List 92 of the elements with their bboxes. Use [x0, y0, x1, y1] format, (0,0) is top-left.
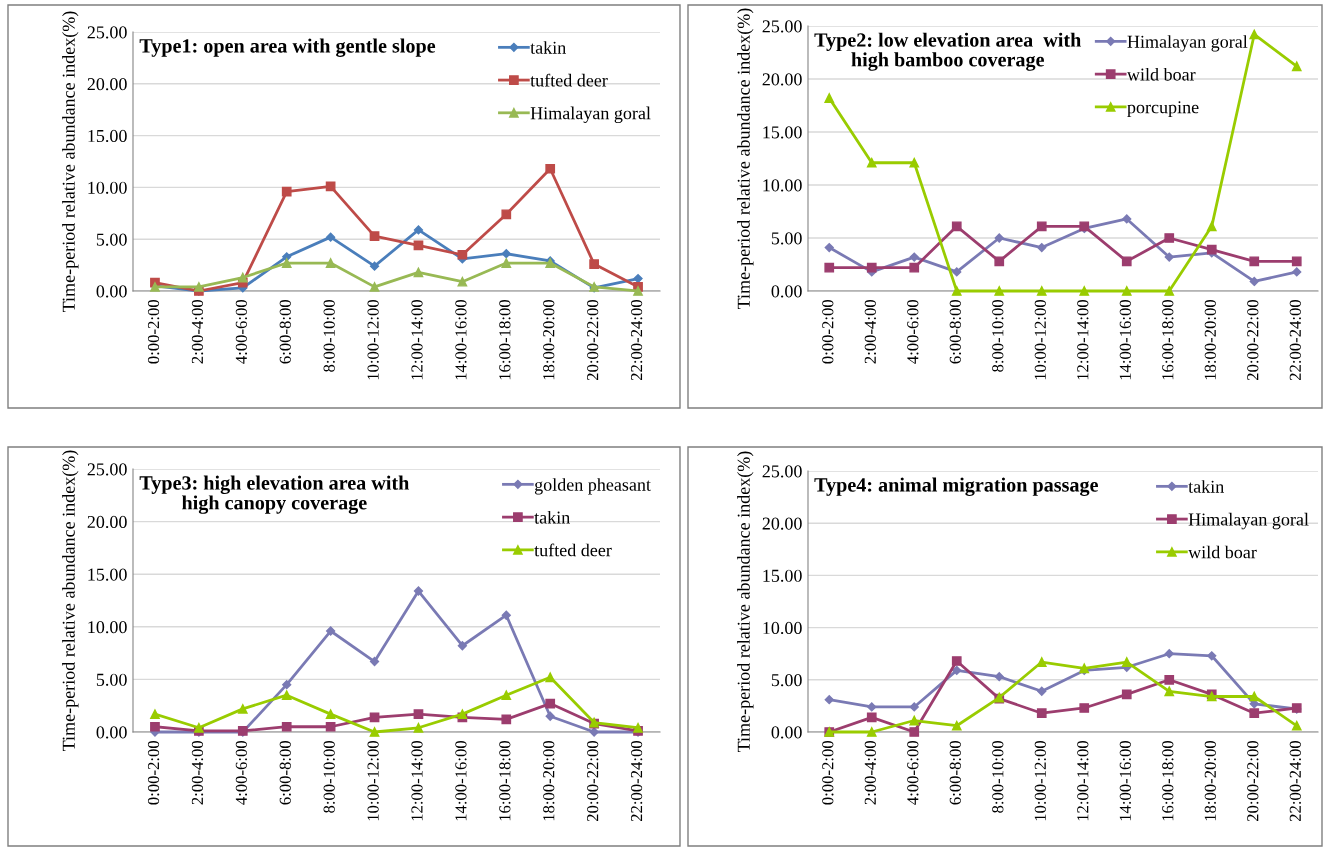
legend-label: porcupine — [1127, 101, 1199, 118]
x-tick-label: 8:00-10:00 — [323, 740, 335, 813]
legend-label: tufted deer — [534, 543, 612, 557]
y-tick-label: 15.00 — [88, 568, 127, 581]
x-tick-label: 0:00-2:00 — [147, 740, 160, 805]
x-tick-label: 14:00-16:00 — [455, 299, 467, 380]
x-tick-label: 14:00-16:00 — [1119, 740, 1131, 821]
legend-label: takin — [534, 510, 570, 524]
y-tick-label: 10.00 — [763, 621, 802, 635]
x-tick-label: 6:00-8:00 — [279, 299, 291, 364]
x-tick-label: 10:00-12:00 — [1034, 740, 1046, 821]
legend-label: takin — [1188, 480, 1224, 493]
x-tick-label: 18:00-20:00 — [1204, 740, 1216, 821]
x-tick-label: 22:00-24:00 — [630, 299, 643, 381]
x-tick-label: 2:00-4:00 — [191, 740, 204, 805]
x-tick-label: 4:00-6:00 — [235, 299, 248, 364]
x-tick-label: 22:00-24:00 — [630, 740, 643, 822]
legend-label: golden pheasant — [534, 478, 651, 495]
legend-label: tufted deer — [530, 73, 608, 87]
y-axis-title: Time-period relative abundance index(%) — [62, 450, 79, 751]
x-tick-label: 4:00-6:00 — [907, 740, 919, 805]
x-tick-label: 8:00-10:00 — [992, 740, 1004, 813]
text: Type3: high elevation area with high canopy coverage — [139, 475, 410, 514]
x-tick-label: 22:00-24:00 — [1289, 740, 1301, 822]
chart-title: Type4: animal migration passage — [814, 477, 1098, 496]
x-tick-label: 20:00-22:00 — [1247, 299, 1259, 381]
x-tick-label: 22:00-24:00 — [1289, 299, 1301, 381]
y-tick-label: 10.00 — [88, 181, 127, 194]
y-tick-label: 15.00 — [763, 126, 802, 139]
y-tick-label: 5.00 — [771, 232, 802, 245]
y-tick-label: 0.00 — [771, 726, 802, 739]
x-tick-label: 10:00-12:00 — [1034, 299, 1046, 380]
y-tick-label: 0.00 — [771, 285, 802, 298]
legend-label: takin — [530, 41, 566, 54]
x-tick-label: 4:00-6:00 — [235, 740, 248, 805]
x-tick-label: 0:00-2:00 — [822, 740, 834, 805]
x-tick-label: 20:00-22:00 — [587, 299, 599, 381]
x-tick-label: 0:00-2:00 — [147, 299, 160, 364]
x-tick-label: 18:00-20:00 — [1204, 299, 1216, 380]
y-tick-label: 20.00 — [87, 515, 127, 529]
legend-label: Himalayan goral — [530, 106, 651, 124]
y-tick-label: 25.00 — [762, 465, 802, 478]
chart-title: Type1: open area with gentle slope — [139, 38, 436, 57]
x-tick-label: 2:00-4:00 — [864, 740, 876, 805]
x-tick-label: 12:00-14:00 — [1077, 740, 1089, 821]
x-tick-label: 14:00-16:00 — [1119, 299, 1131, 380]
y-tick-label: 25.00 — [87, 463, 127, 476]
x-tick-label: 6:00-8:00 — [949, 740, 961, 805]
x-tick-label: 14:00-16:00 — [455, 740, 467, 821]
x-tick-label: 0:00-2:00 — [822, 299, 834, 364]
x-tick-label: 6:00-8:00 — [949, 299, 961, 364]
y-tick-label: 5.00 — [96, 673, 127, 686]
y-tick-label: 15.00 — [763, 569, 802, 582]
y-tick-label: 25.00 — [762, 20, 802, 33]
x-tick-label: 2:00-4:00 — [864, 299, 876, 364]
y-tick-label: 20.00 — [762, 517, 802, 530]
y-tick-label: 5.00 — [771, 674, 802, 687]
legend-label: wild boar — [1188, 545, 1257, 559]
y-tick-label: 10.00 — [763, 179, 802, 192]
y-tick-label: 10.00 — [88, 621, 127, 634]
y-tick-label: 20.00 — [87, 78, 127, 91]
y-tick-label: 5.00 — [96, 233, 127, 246]
y-axis-title: Time-period relative abundance index(%) — [62, 11, 79, 312]
x-tick-label: 20:00-22:00 — [587, 740, 599, 822]
x-tick-label: 2:00-4:00 — [191, 299, 204, 364]
x-tick-label: 8:00-10:00 — [323, 299, 335, 372]
x-tick-label: 10:00-12:00 — [367, 299, 379, 380]
x-tick-label: 10:00-12:00 — [367, 740, 379, 821]
y-tick-label: 15.00 — [88, 129, 127, 143]
x-tick-label: 12:00-14:00 — [411, 299, 423, 380]
x-tick-label: 8:00-10:00 — [992, 299, 1004, 372]
y-tick-label: 0.00 — [96, 726, 127, 739]
x-tick-label: 16:00-18:00 — [1162, 299, 1174, 380]
legend-label: wild boar — [1126, 67, 1196, 81]
x-tick-label: 18:00-20:00 — [543, 740, 555, 821]
y-tick-label: 25.00 — [87, 26, 127, 39]
x-tick-label: 16:00-18:00 — [499, 299, 511, 380]
y-tick-label: 20.00 — [762, 73, 802, 86]
y-axis-title: Time-period relative abundance index(%) — [737, 451, 754, 752]
legend-label: Himalayan goral — [1127, 35, 1248, 52]
y-axis-title: Time-period relative abundance index(%) — [737, 8, 754, 309]
x-tick-label: 18:00-20:00 — [543, 299, 555, 380]
x-tick-label: 6:00-8:00 — [279, 740, 291, 805]
x-tick-label: 16:00-18:00 — [1162, 740, 1174, 821]
y-tick-label: 0.00 — [96, 285, 127, 298]
x-tick-label: 12:00-14:00 — [411, 740, 423, 821]
x-tick-label: 20:00-22:00 — [1247, 740, 1259, 822]
text: Type2: low elevation area with high bamboo coverage — [814, 32, 1082, 71]
x-tick-label: 4:00-6:00 — [907, 299, 919, 364]
x-tick-label: 16:00-18:00 — [499, 740, 511, 821]
x-tick-label: 12:00-14:00 — [1077, 299, 1089, 380]
legend-label: Himalayan goral — [1188, 512, 1309, 530]
